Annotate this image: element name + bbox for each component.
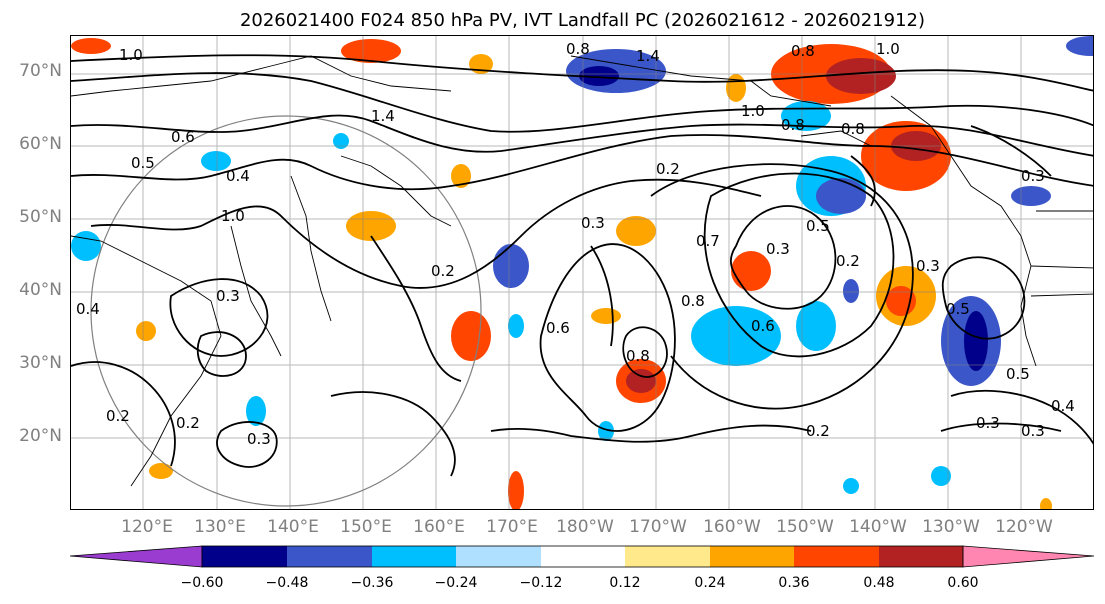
contour-label: 0.3 [216,287,240,305]
contour-label: 1.4 [636,47,660,65]
contour-label: 0.3 [247,430,271,448]
lat-label-70n: 70°N [19,61,62,81]
contour-label: 0.4 [226,167,250,185]
lon-label-160w: 160°W [703,517,761,537]
contour-label: 0.5 [131,154,155,172]
colorbar-tick: 0.36 [778,575,810,591]
colorbar-segment [541,546,625,567]
colorbar-segment [287,546,372,567]
contour-label: 0.6 [751,317,775,335]
pv-contours [71,54,1093,477]
lon-label-180w: 180°W [556,517,614,537]
colorbar-outline [201,545,964,568]
contour-label: 0.8 [781,116,805,134]
contour-label: 0.6 [546,319,570,337]
colorbar-segment [710,546,794,567]
contour-label: 0.5 [946,300,970,318]
lat-label-50n: 50°N [19,207,62,227]
lat-label-40n: 40°N [19,280,62,300]
lon-label-150w: 150°W [776,517,834,537]
colorbar-tick: −0.12 [519,575,563,591]
colorbar-tick: 0.60 [947,575,979,591]
colorbar-tick: −0.36 [350,575,394,591]
contour-label: 0.2 [806,422,830,440]
colorbar-segment [625,546,710,567]
lat-label-30n: 30°N [19,353,62,373]
contour-label: 0.8 [791,42,815,60]
contour-label: 0.6 [171,128,195,146]
contour-label: 0.8 [626,347,650,365]
contour-label: 1.0 [876,40,900,58]
colorbar-segment [879,546,963,567]
lon-label-120w: 120°W [995,517,1053,537]
contour-label: 0.5 [806,217,830,235]
range-circle [90,115,482,507]
contour-label: 0.2 [836,252,860,270]
contour-label: 0.2 [431,262,455,280]
contour-label: 0.7 [696,232,720,250]
contour-label: 0.3 [766,240,790,258]
colorbar-tick: −0.48 [265,575,309,591]
contour-label: 0.2 [176,414,200,432]
contour-label: 0.8 [566,40,590,58]
plot-title: 2026021400 F024 850 hPa PV, IVT Landfall… [239,10,926,31]
lon-label-120e: 120°E [121,517,173,537]
contour-label: 0.4 [1051,397,1075,415]
colorbar-segment [456,546,541,567]
contour-label: 0.3 [1021,422,1045,440]
contour-label: 1.0 [741,102,765,120]
lat-label-60n: 60°N [19,134,62,154]
colorbar-segment [372,546,456,567]
colorbar-extend-max [962,545,1095,568]
contour-label: 1.4 [371,107,395,125]
colorbar-segment [794,546,879,567]
colorbar-segment [202,546,287,567]
contour-label-group: 0.8 1.4 0.8 1.0 1.0 1.4 1.0 0.8 0.6 0.5 … [76,40,1075,448]
contour-label: 1.0 [221,207,245,225]
map-canvas: 0.8 1.4 0.8 1.0 1.0 1.4 1.0 0.8 0.6 0.5 … [71,36,1093,509]
lon-label-130w: 130°W [922,517,980,537]
contour-label: 0.2 [656,160,680,178]
contour-label: 1.0 [119,46,143,64]
contour-label: 0.3 [976,414,1000,432]
contour-label: 0.3 [1021,167,1045,185]
contour-label: 0.3 [916,257,940,275]
coastlines [71,55,1093,487]
contour-label: 0.8 [681,292,705,310]
map-panel: 0.8 1.4 0.8 1.0 1.0 1.4 1.0 0.8 0.6 0.5 … [70,35,1094,510]
lon-label-170w: 170°W [629,517,687,537]
contour-label: 0.2 [106,407,130,425]
lon-label-170e: 170°E [486,517,538,537]
colorbar-extend-min [69,545,203,568]
colorbar-tick: 0.48 [863,575,895,591]
colorbar-tick: −0.24 [434,575,478,591]
lon-label-140w: 140°W [849,517,907,537]
lon-label-130e: 130°E [194,517,246,537]
contour-label: 0.5 [1006,365,1030,383]
lon-label-160e: 160°E [413,517,465,537]
lon-label-140e: 140°E [267,517,319,537]
contour-label: 0.3 [581,214,605,232]
lat-label-20n: 20°N [19,426,62,446]
lon-label-150e: 150°E [340,517,392,537]
colorbar [69,545,1095,568]
colorbar-tick: −0.60 [180,575,224,591]
colorbar-tick: 0.12 [609,575,641,591]
colorbar-tick: 0.24 [694,575,726,591]
contour-label: 0.4 [76,300,100,318]
contour-label: 0.8 [841,120,865,138]
